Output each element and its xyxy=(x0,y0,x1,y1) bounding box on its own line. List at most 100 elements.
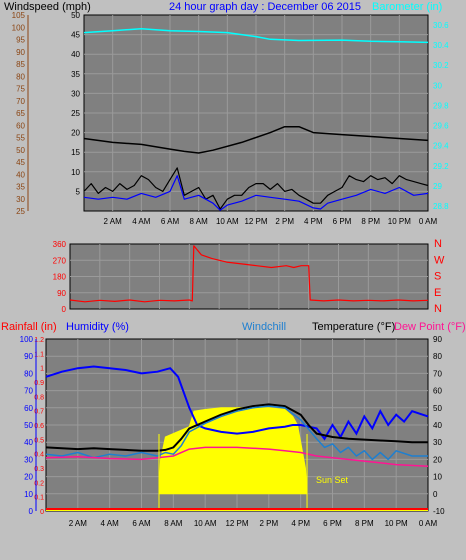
windspeed-tick-label: 5 xyxy=(76,187,81,196)
humidity-tick-label: 20 xyxy=(24,473,33,482)
direction-degree-tick-label: 90 xyxy=(57,289,66,298)
humidity-tick-label: 60 xyxy=(24,404,33,413)
x-tick-label: 6 PM xyxy=(323,519,342,528)
brown-temperature-tick-label: 70 xyxy=(16,97,25,106)
humidity-series-line xyxy=(45,365,429,441)
x-tick-label: 2 AM xyxy=(69,519,88,528)
brown-temperature-tick-label: 95 xyxy=(16,36,25,45)
rainfall-tick-label: 1.2 xyxy=(34,337,44,344)
windspeed-tick-label: 20 xyxy=(71,129,80,138)
x-tick-label: 10 AM xyxy=(194,519,217,528)
windchill-series-line xyxy=(45,405,428,461)
x-tick-label: 8 AM xyxy=(190,217,209,226)
sunset-label: Sun Set xyxy=(316,475,349,485)
rainfall-tick-label: 0.6 xyxy=(34,423,44,430)
x-tick-label: 4 AM xyxy=(101,519,120,528)
rainfall-tick-label: 0 xyxy=(40,509,44,516)
barometer-tick-label: 29 xyxy=(433,182,442,191)
direction-degree-tick-label: 180 xyxy=(53,273,67,282)
direction-series xyxy=(69,245,429,303)
windspeed-tick-label: 45 xyxy=(71,31,80,40)
windspeed-series-line xyxy=(83,167,429,210)
barometer-tick-label: 29.4 xyxy=(433,142,449,151)
temperature-x-ticks: 2 AM 4 AM 6 AM 8 AM 10 AM 12 PM 2 PM 4 PM 6 PM 8 … xyxy=(69,519,438,528)
brown-temperature-tick-label: 50 xyxy=(16,146,25,155)
rainfall-tick-label: 1 xyxy=(40,366,44,373)
rainfall-axis-label: Rainfall (in) xyxy=(1,321,57,333)
barometer-right-ticks: 30.6 30.4 30.2 30 29.8 29.6 29.4 29.2 29 28.8 xyxy=(433,21,449,211)
x-tick-label: 6 PM xyxy=(333,217,352,226)
humidity-tick-label: 0 xyxy=(29,507,34,516)
barometer-tick-label: 30.6 xyxy=(433,21,449,30)
brown-temperature-tick-label: 105 xyxy=(12,11,26,20)
rainfall-tick-label: 0.1 xyxy=(34,495,44,502)
brown-temperature-tick-label: 90 xyxy=(16,48,25,57)
barometer-tick-label: 29.2 xyxy=(433,162,449,171)
direction-compass-tick-label: N xyxy=(434,303,442,315)
temperature-legend-label: Temperature (°F) xyxy=(312,321,395,333)
windspeed-axis-label: Windspeed (mph) xyxy=(4,1,91,13)
barometer-tick-label: 30.4 xyxy=(433,41,449,50)
barometer-tick-label: 30.2 xyxy=(433,61,449,70)
dewpoint-series-line xyxy=(45,446,429,468)
x-tick-label: 4 PM xyxy=(304,217,323,226)
temperature-tick-label: 10 xyxy=(433,473,442,482)
brown-temperature-tick-label: 75 xyxy=(16,85,25,94)
windspeed-tick-label: 30 xyxy=(71,89,80,98)
temperature-tick-label: 40 xyxy=(433,421,442,430)
chart-title: 24 hour graph day : December 06 2015 xyxy=(169,1,361,13)
humidity-tick-label: 90 xyxy=(24,352,33,361)
direction-compass-tick-label: S xyxy=(434,271,441,283)
brown-temperature-tick-label: 25 xyxy=(16,207,25,216)
brown-temperature-tick-label: 100 xyxy=(12,23,26,32)
x-tick-label: 0 AM xyxy=(419,519,438,528)
direction-degree-tick-label: 0 xyxy=(62,305,67,314)
temperature-tick-label: 0 xyxy=(433,490,438,499)
barometer-tick-label: 28.8 xyxy=(433,202,449,211)
windspeed-grid xyxy=(84,15,428,211)
direction-series-line xyxy=(69,245,429,303)
windspeed-series xyxy=(83,27,429,211)
rainfall-tick-label: 0.4 xyxy=(34,452,44,459)
humidity-tick-label: 70 xyxy=(24,387,33,396)
temperature-right-ticks: 90 80 70 60 50 40 30 20 10 0 -10 xyxy=(433,335,445,516)
direction-compass-tick-label: W xyxy=(434,254,445,266)
temperature-series xyxy=(45,365,429,511)
x-tick-label: 10 PM xyxy=(385,519,408,528)
x-tick-label: 12 PM xyxy=(225,519,248,528)
humidity-tick-label: 40 xyxy=(24,438,33,447)
dewpoint-legend-label: Dew Point (°F) xyxy=(394,321,466,333)
windspeed-tick-label: 10 xyxy=(71,168,80,177)
barometer-tick-label: 29.6 xyxy=(433,122,449,131)
rainfall-tick-label: 0.3 xyxy=(34,466,44,473)
windspeed-x-ticks: 2 AM 4 AM 6 AM 8 AM 10 AM 12 PM 2 PM 4 PM 6 PM 8 … xyxy=(104,217,438,226)
windspeed-left-ticks: 50 45 40 35 30 25 20 15 10 5 xyxy=(71,11,80,196)
brown-temperature-tick-label: 80 xyxy=(16,72,25,81)
x-tick-label: 4 AM xyxy=(132,217,151,226)
brown-temperature-tick-label: 85 xyxy=(16,60,25,69)
brown-temperature-tick-label: 60 xyxy=(16,121,25,130)
windspeed-tick-label: 25 xyxy=(71,109,80,118)
barometer-axis-label: Barometer (in) xyxy=(372,1,442,13)
rainfall-tick-label: 1.1 xyxy=(34,351,44,358)
temperature-tick-label: 60 xyxy=(433,387,442,396)
direction-grid xyxy=(70,244,428,309)
brown-temperature-tick-label: 30 xyxy=(16,195,25,204)
humidity-axis-label: Humidity (%) xyxy=(66,321,129,333)
solar-area xyxy=(158,407,308,495)
x-tick-label: 6 AM xyxy=(132,519,151,528)
direction-degree-ticks: 360 270 180 90 0 xyxy=(53,240,67,314)
x-tick-label: 8 PM xyxy=(361,217,380,226)
brown-temperature-tick-label: 55 xyxy=(16,134,25,143)
rainfall-tick-label: 0.9 xyxy=(34,380,44,387)
x-tick-label: 2 AM xyxy=(104,217,123,226)
x-tick-label: 8 PM xyxy=(355,519,374,528)
temperature-tick-label: 90 xyxy=(433,335,442,344)
humidity-tick-label: 50 xyxy=(24,421,33,430)
humidity-tick-label: 100 xyxy=(20,335,34,344)
brown-temperature-tick-label: 65 xyxy=(16,109,25,118)
